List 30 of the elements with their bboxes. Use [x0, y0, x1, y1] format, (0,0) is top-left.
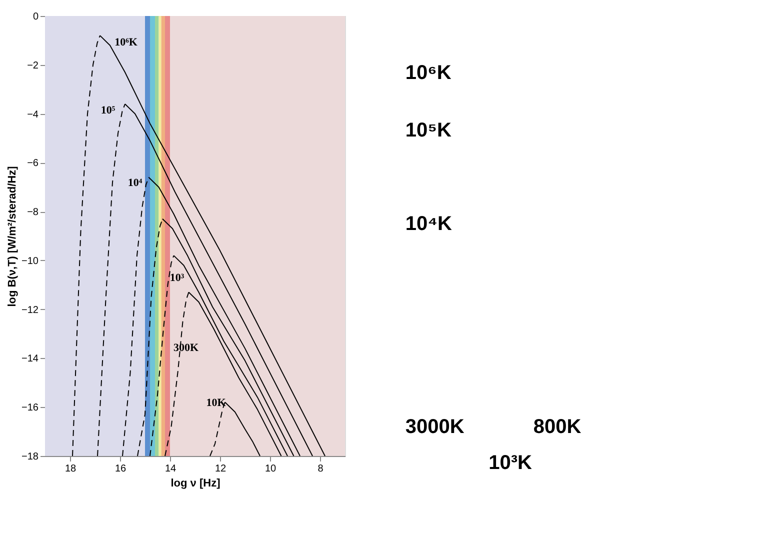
y-tick-label: −10 — [22, 256, 39, 267]
y-tick-label: 0 — [32, 12, 39, 22]
y-tick-label: −2 — [27, 60, 39, 72]
annotation: 10K — [206, 397, 226, 410]
annotation: 10⁵ — [100, 104, 116, 117]
annotation: 10⁴ — [128, 177, 143, 190]
text: 3000K — [405, 416, 465, 438]
y-tick-label: −6 — [27, 158, 39, 170]
text: 800K — [533, 416, 582, 438]
x-tick-label: 10 — [264, 464, 276, 474]
y-tick-label: −4 — [27, 109, 39, 120]
y-axis-title: log B(ν,T) [W/m²/sterad/Hz] — [6, 166, 19, 307]
text: 10⁴K — [405, 213, 453, 235]
x-tick-label: 12 — [214, 464, 226, 474]
text: 10⁵K — [405, 119, 452, 142]
y-tick-label: −18 — [22, 452, 39, 462]
y-tick-label: −8 — [27, 207, 39, 218]
x-tick-label: 16 — [114, 464, 126, 474]
x-axis-title: log ν [Hz] — [170, 478, 221, 490]
x-tick-label: 8 — [318, 464, 324, 474]
y-tick-label: −16 — [22, 402, 39, 414]
annotation: 10⁶K — [114, 36, 138, 48]
annotation: 300K — [173, 342, 199, 354]
y-tick-label: −14 — [22, 354, 39, 365]
text: 10³K — [488, 452, 533, 474]
x-tick-label: 14 — [164, 464, 176, 474]
text: 10⁶K — [405, 62, 452, 84]
y-tick-label: −12 — [22, 304, 39, 316]
x-tick-label: 18 — [64, 464, 76, 474]
annotation: 10³ — [170, 272, 185, 284]
